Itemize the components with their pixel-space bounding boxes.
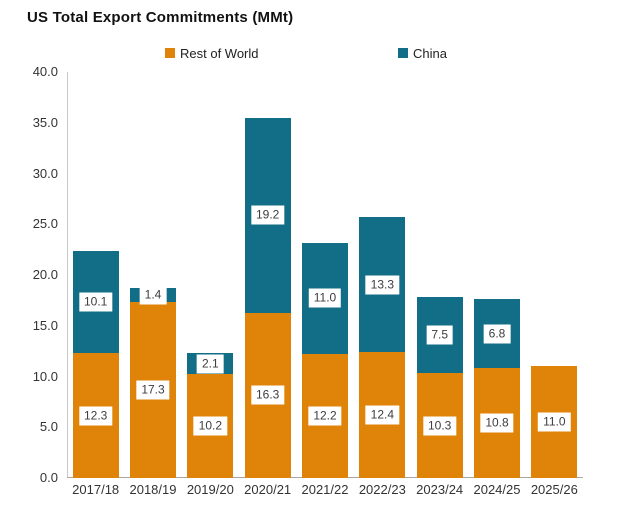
value-label: 12.3	[78, 406, 113, 426]
legend-label-china: China	[413, 45, 447, 61]
legend-label-rest-of-world: Rest of World	[180, 45, 259, 61]
value-label: 19.2	[250, 205, 285, 225]
y-axis-tick-label: 0.0	[39, 470, 58, 485]
value-label: 7.5	[426, 325, 453, 345]
y-axis-tick-label: 35.0	[32, 114, 58, 130]
page-title: US Total Export Commitments (MMt)	[27, 9, 294, 26]
x-axis-tick-label: 2019/20	[186, 482, 234, 497]
y-axis-tick-label: 15.0	[32, 317, 58, 333]
legend: Rest of World China	[0, 45, 640, 61]
value-label: 12.2	[308, 406, 342, 426]
y-axis-tick-label: 40.0	[32, 64, 58, 79]
value-label: 10.3	[422, 416, 457, 436]
value-label: 13.3	[365, 275, 400, 295]
legend-item-rest-of-world: Rest of World	[165, 45, 259, 61]
value-label: 11.0	[538, 412, 571, 432]
x-axis-tick-label: 2022/23	[358, 482, 406, 497]
x-axis-tick-label: 2021/22	[301, 482, 349, 497]
value-label: 10.8	[480, 413, 514, 433]
y-axis-labels: 0.0 5.0 10.0 15.0 20.0 25.0 30.0 35.0 40.0	[14, 64, 58, 485]
legend-swatch-rest-of-world	[165, 48, 175, 58]
plot-area: 12.3 10.1 17.3 1.4 10.2 2.1 16.3 19.2 12.2 11.0 12…	[67, 72, 583, 478]
x-axis-tick-label: 2024/25	[473, 482, 521, 497]
y-axis-tick-label: 10.0	[32, 368, 58, 384]
legend-swatch-china	[398, 48, 408, 58]
value-label: 10.1	[78, 292, 113, 312]
value-label: 1.4	[139, 285, 167, 305]
value-label: 12.4	[365, 405, 400, 425]
value-label: 11.0	[308, 288, 342, 308]
x-axis-tick-label: 2018/19	[129, 482, 177, 497]
value-label: 16.3	[250, 385, 285, 405]
y-axis-tick-label: 20.0	[32, 267, 58, 282]
legend-item-china: China	[398, 45, 447, 61]
value-label: 17.3	[136, 380, 170, 400]
y-axis-tick-label: 25.0	[32, 216, 58, 232]
x-axis-tick-label: 2025/26	[530, 482, 578, 497]
value-label: 10.2	[193, 416, 228, 436]
y-axis-tick-label: 30.0	[32, 165, 58, 181]
value-label: 2.1	[196, 354, 224, 374]
value-label: 6.8	[483, 324, 511, 344]
x-axis-labels: 2017/18 2018/19 2019/20 2020/21 2021/22 2022/…	[67, 482, 583, 500]
x-axis-tick-label: 2020/21	[244, 482, 292, 497]
y-axis-tick-label: 5.0	[39, 419, 58, 435]
x-axis-tick-label: 2017/18	[72, 482, 120, 497]
y-axis-line	[67, 72, 68, 478]
x-axis-tick-label: 2023/24	[416, 482, 464, 497]
